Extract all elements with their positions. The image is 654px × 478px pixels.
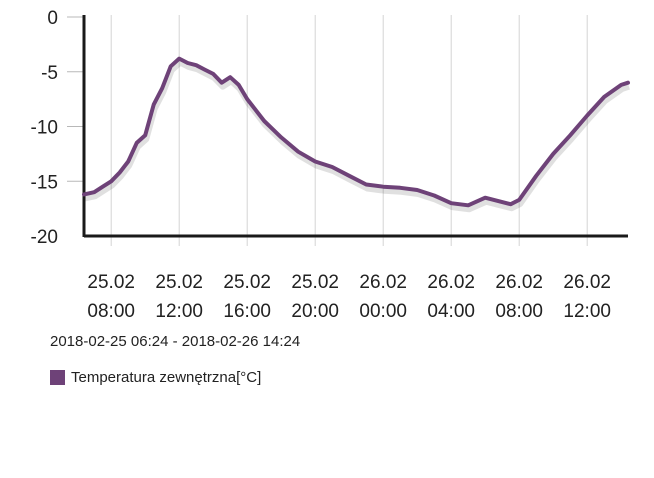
x-tick-date: 25.02 bbox=[291, 272, 339, 293]
temperature-chart: 0 -5 -10 -15 -20 25.02 08:00 25.02 12:00 25.02 16… bbox=[31, 8, 630, 322]
x-tick-date: 26.02 bbox=[495, 272, 543, 293]
y-tick-label: 0 bbox=[47, 8, 58, 29]
y-tick-label: -15 bbox=[31, 172, 58, 193]
x-tick-time: 20:00 bbox=[291, 301, 339, 322]
x-tick-date: 26.02 bbox=[563, 272, 611, 293]
legend[interactable]: Temperatura zewnętrzna[°C] bbox=[50, 369, 261, 386]
x-tick-time: 00:00 bbox=[359, 301, 407, 322]
x-tick-date: 25.02 bbox=[155, 272, 203, 293]
series-line-outdoor-temperature bbox=[82, 56, 630, 208]
y-tick-label: -5 bbox=[41, 63, 58, 84]
date-range-label: 2018-02-25 06:24 - 2018-02-26 14:24 bbox=[50, 333, 301, 350]
x-axis-ticks: 25.02 08:00 25.02 12:00 25.02 16:00 25.02 20:00… bbox=[87, 272, 611, 322]
y-tick-label: -20 bbox=[31, 227, 58, 248]
y-axis-ticks: 0 -5 -10 -15 -20 bbox=[31, 8, 84, 248]
x-tick-time: 08:00 bbox=[495, 301, 543, 322]
x-tick-date: 26.02 bbox=[359, 272, 407, 293]
y-tick-label: -10 bbox=[31, 118, 58, 139]
x-tick-time: 08:00 bbox=[87, 301, 135, 322]
x-tick-time: 16:00 bbox=[223, 301, 271, 322]
x-tick-time: 12:00 bbox=[563, 301, 611, 322]
x-tick-time: 12:00 bbox=[155, 301, 203, 322]
series-shadow bbox=[84, 59, 630, 213]
legend-swatch bbox=[50, 370, 65, 385]
x-tick-date: 26.02 bbox=[427, 272, 475, 293]
x-tick-date: 25.02 bbox=[223, 272, 271, 293]
legend-label: Temperatura zewnętrzna[°C] bbox=[71, 369, 262, 386]
x-tick-time: 04:00 bbox=[427, 301, 475, 322]
x-tick-date: 25.02 bbox=[87, 272, 135, 293]
chart-grid bbox=[110, 15, 588, 246]
